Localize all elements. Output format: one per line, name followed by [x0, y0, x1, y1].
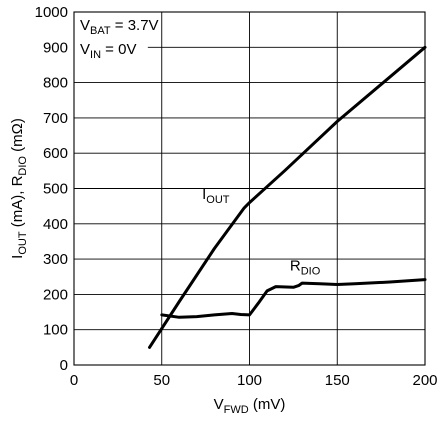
axis-labels: VFWD (mV)IOUT (mA), RDIO (mΩ): [9, 118, 285, 416]
x-tick-label-150: 150: [325, 372, 350, 389]
x-axis-label-part-2: (mV): [249, 396, 286, 413]
x-tick-label-200: 200: [412, 372, 437, 389]
x-axis-label-part-0: V: [214, 396, 224, 413]
series-line-iout: [148, 45, 427, 349]
y-tick-label-600: 600: [43, 145, 68, 162]
y-tick-label-300: 300: [43, 251, 68, 268]
y-tick-label-700: 700: [43, 110, 68, 127]
condition-1: VIN = 0V: [80, 41, 136, 61]
condition-0: VBAT = 3.7V: [80, 17, 159, 37]
conditions-box: [75, 13, 148, 64]
series-label-rdio-part-1: DIO: [301, 265, 321, 277]
series-label-iout: IOUT: [202, 186, 230, 206]
condition-0-part-0: V: [80, 17, 90, 34]
y-axis-label-part-4: (mΩ): [9, 118, 26, 156]
y-tick-label-800: 800: [43, 75, 68, 92]
y-tick-label-200: 200: [43, 286, 68, 303]
y-axis-label-part-1: OUT: [17, 231, 29, 255]
x-axis-label-part-1: FWD: [224, 404, 249, 416]
y-tick-label-500: 500: [43, 181, 68, 198]
y-axis-label: IOUT (mA), RDIO (mΩ): [9, 118, 29, 259]
x-tick-label-0: 0: [70, 372, 78, 389]
condition-1-part-2: = 0V: [101, 41, 136, 58]
y-axis-label-part-2: (mA), R: [9, 175, 26, 231]
grid: [73, 11, 426, 366]
y-tick-label-0: 0: [60, 357, 68, 374]
y-tick-label-1000: 1000: [35, 4, 68, 21]
tick-labels: 0 100 200 300 400 500 600 700 800 900 1000 0 50 100 15…: [35, 4, 438, 389]
condition-0-part-1: BAT: [90, 25, 111, 37]
y-axis-label-part-3: DIO: [17, 156, 29, 176]
y-tick-label-100: 100: [43, 322, 68, 339]
condition-1-part-1: IN: [90, 49, 101, 61]
condition-0-part-2: = 3.7V: [111, 17, 159, 34]
x-tick-label-100: 100: [237, 372, 262, 389]
series-label-iout-part-1: OUT: [206, 194, 230, 206]
plot-frame: [73, 11, 426, 366]
series-label-rdio: RDIO: [290, 257, 321, 277]
series-lines: [148, 45, 427, 349]
y-tick-label-900: 900: [43, 39, 68, 56]
x-tick-label-50: 50: [153, 372, 170, 389]
series-label-rdio-part-0: R: [290, 257, 301, 274]
series-label-iout-part-0: I: [202, 186, 206, 203]
y-axis-label-part-0: I: [9, 255, 26, 259]
series-line-rdio: [160, 278, 427, 319]
y-tick-label-400: 400: [43, 216, 68, 233]
condition-1-part-0: V: [80, 41, 90, 58]
x-axis-label: VFWD (mV): [214, 396, 286, 416]
